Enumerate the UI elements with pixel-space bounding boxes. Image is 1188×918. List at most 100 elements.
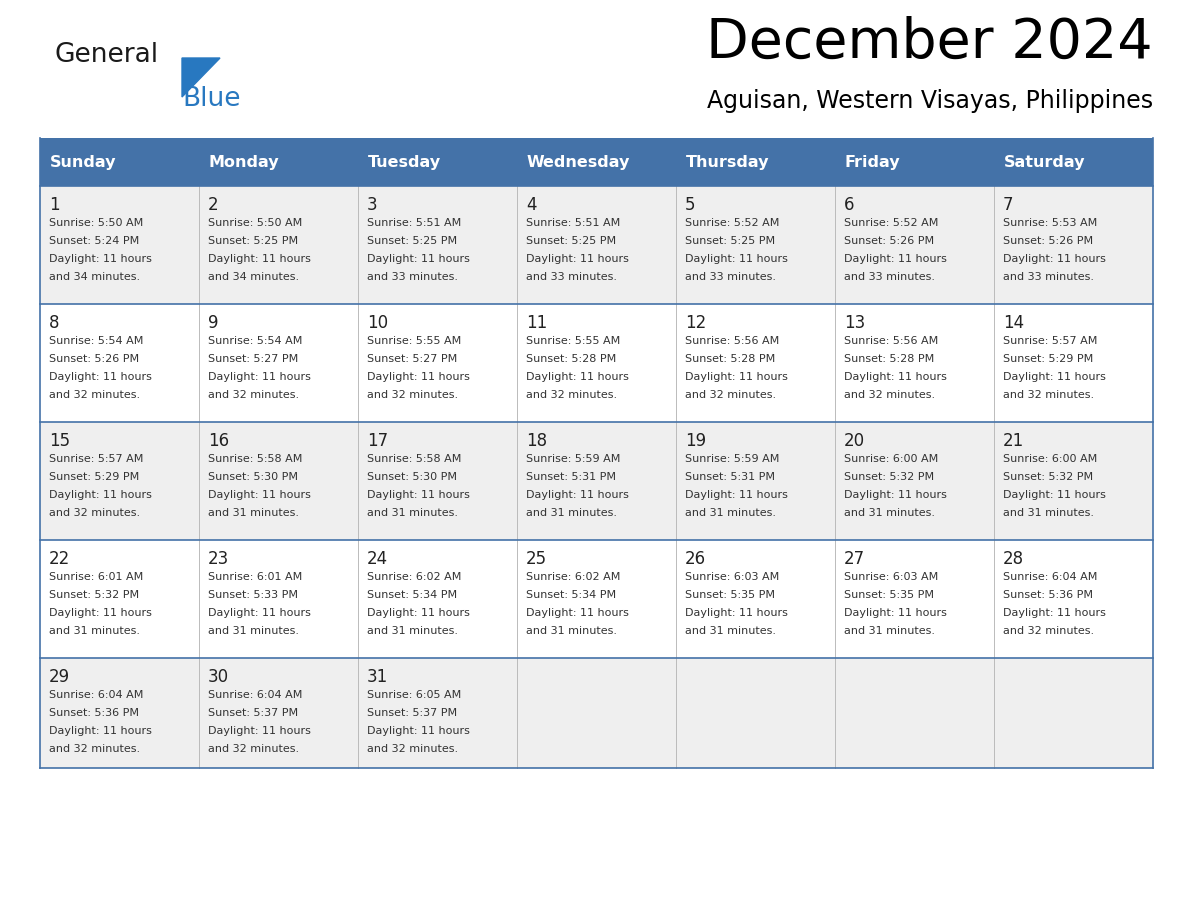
Text: 15: 15	[49, 432, 70, 450]
Text: Daylight: 11 hours: Daylight: 11 hours	[49, 490, 152, 500]
Text: Sunset: 5:26 PM: Sunset: 5:26 PM	[843, 236, 934, 246]
Text: General: General	[55, 42, 159, 68]
Text: and 33 minutes.: and 33 minutes.	[526, 272, 617, 282]
Text: 19: 19	[685, 432, 706, 450]
Text: Daylight: 11 hours: Daylight: 11 hours	[367, 608, 470, 618]
Text: Daylight: 11 hours: Daylight: 11 hours	[208, 254, 311, 264]
Text: Sunset: 5:28 PM: Sunset: 5:28 PM	[843, 354, 934, 364]
Text: 1: 1	[49, 196, 59, 214]
Text: Sunset: 5:28 PM: Sunset: 5:28 PM	[526, 354, 617, 364]
Text: and 33 minutes.: and 33 minutes.	[685, 272, 776, 282]
Text: Sunrise: 5:57 AM: Sunrise: 5:57 AM	[49, 454, 144, 464]
Text: Sunset: 5:31 PM: Sunset: 5:31 PM	[526, 472, 617, 482]
Text: Daylight: 11 hours: Daylight: 11 hours	[49, 372, 152, 382]
Text: and 31 minutes.: and 31 minutes.	[685, 626, 776, 636]
Text: Sunrise: 6:02 AM: Sunrise: 6:02 AM	[526, 572, 620, 582]
Text: Sunrise: 5:56 AM: Sunrise: 5:56 AM	[685, 336, 779, 346]
Text: Aguisan, Western Visayas, Philippines: Aguisan, Western Visayas, Philippines	[707, 89, 1154, 113]
Text: Sunset: 5:24 PM: Sunset: 5:24 PM	[49, 236, 139, 246]
Bar	[40, 186, 1154, 304]
Text: Daylight: 11 hours: Daylight: 11 hours	[49, 726, 152, 736]
Text: 23: 23	[208, 550, 229, 568]
Text: 8: 8	[49, 314, 59, 332]
Text: Daylight: 11 hours: Daylight: 11 hours	[526, 254, 628, 264]
Text: Daylight: 11 hours: Daylight: 11 hours	[367, 726, 470, 736]
Text: Daylight: 11 hours: Daylight: 11 hours	[1003, 608, 1106, 618]
Text: Friday: Friday	[845, 154, 901, 170]
Text: Daylight: 11 hours: Daylight: 11 hours	[367, 254, 470, 264]
Text: Sunrise: 6:01 AM: Sunrise: 6:01 AM	[208, 572, 302, 582]
Text: Sunrise: 5:59 AM: Sunrise: 5:59 AM	[526, 454, 620, 464]
Text: Sunset: 5:25 PM: Sunset: 5:25 PM	[367, 236, 457, 246]
Text: and 33 minutes.: and 33 minutes.	[1003, 272, 1094, 282]
Text: Sunrise: 5:50 AM: Sunrise: 5:50 AM	[208, 218, 302, 228]
Text: 29: 29	[49, 668, 70, 686]
Text: 17: 17	[367, 432, 388, 450]
Text: Daylight: 11 hours: Daylight: 11 hours	[843, 254, 947, 264]
Text: Sunrise: 6:04 AM: Sunrise: 6:04 AM	[49, 690, 144, 700]
Text: Monday: Monday	[209, 154, 279, 170]
Text: Sunrise: 6:00 AM: Sunrise: 6:00 AM	[1003, 454, 1098, 464]
Text: Daylight: 11 hours: Daylight: 11 hours	[843, 608, 947, 618]
Text: 24: 24	[367, 550, 388, 568]
Text: Sunrise: 5:52 AM: Sunrise: 5:52 AM	[843, 218, 939, 228]
Text: Daylight: 11 hours: Daylight: 11 hours	[367, 372, 470, 382]
Text: 13: 13	[843, 314, 865, 332]
Text: Sunrise: 6:02 AM: Sunrise: 6:02 AM	[367, 572, 461, 582]
Text: 21: 21	[1003, 432, 1024, 450]
Text: Daylight: 11 hours: Daylight: 11 hours	[843, 372, 947, 382]
Text: Daylight: 11 hours: Daylight: 11 hours	[526, 608, 628, 618]
Text: Sunset: 5:33 PM: Sunset: 5:33 PM	[208, 590, 298, 600]
Text: Sunset: 5:37 PM: Sunset: 5:37 PM	[208, 708, 298, 718]
Text: Sunset: 5:32 PM: Sunset: 5:32 PM	[843, 472, 934, 482]
Text: Sunrise: 6:04 AM: Sunrise: 6:04 AM	[208, 690, 303, 700]
Text: Sunset: 5:35 PM: Sunset: 5:35 PM	[843, 590, 934, 600]
Text: and 32 minutes.: and 32 minutes.	[367, 744, 459, 754]
Text: Sunday: Sunday	[50, 154, 116, 170]
Text: Sunrise: 6:01 AM: Sunrise: 6:01 AM	[49, 572, 144, 582]
Text: Sunrise: 5:53 AM: Sunrise: 5:53 AM	[1003, 218, 1098, 228]
Text: Sunset: 5:36 PM: Sunset: 5:36 PM	[49, 708, 139, 718]
Text: Daylight: 11 hours: Daylight: 11 hours	[685, 372, 788, 382]
Text: 9: 9	[208, 314, 219, 332]
Bar	[40, 658, 1154, 768]
Text: Sunrise: 5:59 AM: Sunrise: 5:59 AM	[685, 454, 779, 464]
Text: Sunset: 5:37 PM: Sunset: 5:37 PM	[367, 708, 457, 718]
Text: and 31 minutes.: and 31 minutes.	[208, 508, 299, 518]
Text: Sunrise: 6:03 AM: Sunrise: 6:03 AM	[843, 572, 939, 582]
Text: 3: 3	[367, 196, 378, 214]
Text: Sunrise: 5:57 AM: Sunrise: 5:57 AM	[1003, 336, 1098, 346]
Bar	[40, 304, 1154, 422]
Text: Daylight: 11 hours: Daylight: 11 hours	[685, 490, 788, 500]
Text: and 32 minutes.: and 32 minutes.	[685, 390, 776, 400]
Text: 7: 7	[1003, 196, 1013, 214]
Text: 27: 27	[843, 550, 865, 568]
Text: Daylight: 11 hours: Daylight: 11 hours	[49, 254, 152, 264]
Text: Sunset: 5:27 PM: Sunset: 5:27 PM	[208, 354, 298, 364]
Text: Daylight: 11 hours: Daylight: 11 hours	[1003, 372, 1106, 382]
Text: and 31 minutes.: and 31 minutes.	[367, 508, 459, 518]
Text: and 31 minutes.: and 31 minutes.	[367, 626, 459, 636]
Text: 25: 25	[526, 550, 548, 568]
Text: and 33 minutes.: and 33 minutes.	[843, 272, 935, 282]
Bar	[40, 422, 1154, 540]
Text: 14: 14	[1003, 314, 1024, 332]
Text: Saturday: Saturday	[1004, 154, 1086, 170]
Text: and 31 minutes.: and 31 minutes.	[49, 626, 140, 636]
Text: Sunset: 5:32 PM: Sunset: 5:32 PM	[49, 590, 139, 600]
Text: and 32 minutes.: and 32 minutes.	[49, 508, 140, 518]
Text: and 31 minutes.: and 31 minutes.	[1003, 508, 1094, 518]
Polygon shape	[182, 58, 220, 97]
Text: 11: 11	[526, 314, 548, 332]
Text: and 34 minutes.: and 34 minutes.	[49, 272, 140, 282]
Bar	[40, 138, 1154, 186]
Text: Daylight: 11 hours: Daylight: 11 hours	[1003, 254, 1106, 264]
Text: Sunset: 5:30 PM: Sunset: 5:30 PM	[208, 472, 298, 482]
Text: Sunset: 5:27 PM: Sunset: 5:27 PM	[367, 354, 457, 364]
Text: and 32 minutes.: and 32 minutes.	[1003, 626, 1094, 636]
Text: Sunset: 5:32 PM: Sunset: 5:32 PM	[1003, 472, 1093, 482]
Text: Sunrise: 5:58 AM: Sunrise: 5:58 AM	[367, 454, 461, 464]
Text: 31: 31	[367, 668, 388, 686]
Text: Sunrise: 5:52 AM: Sunrise: 5:52 AM	[685, 218, 779, 228]
Text: 6: 6	[843, 196, 854, 214]
